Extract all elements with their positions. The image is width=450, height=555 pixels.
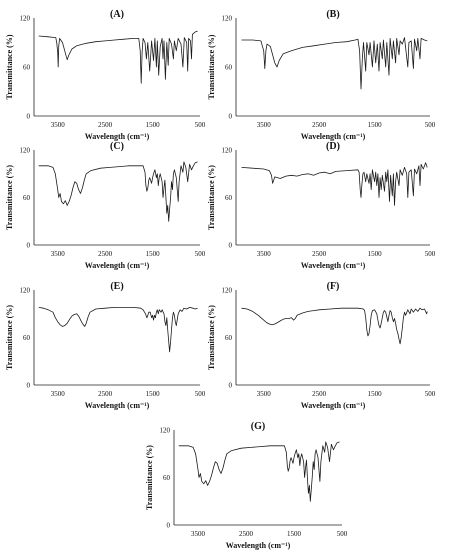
- y-tick-label: 120: [20, 287, 31, 295]
- spectrum-line: [241, 162, 428, 206]
- panel-label: (F): [327, 281, 340, 292]
- spectrum-line: [241, 37, 428, 90]
- panel-g: 0 60 120 3500 2500 1500 500 Wavelength (cm⁻¹) Tr…: [145, 421, 348, 550]
- x-tick-label: 2500: [312, 250, 327, 258]
- y-tick-label: 120: [20, 15, 31, 23]
- x-tick-label: 500: [337, 530, 348, 538]
- x-axis-title: Wavelength (cm⁻¹): [301, 401, 366, 410]
- panel-label: (B): [326, 9, 339, 20]
- x-tick-label: 1500: [146, 121, 161, 129]
- x-tick-label: 1500: [287, 530, 302, 538]
- x-tick-label: 2500: [312, 121, 327, 129]
- panel-c: 0 60 120 3500 2500 1500 500 Wavelength (cm⁻¹) Tr…: [5, 141, 206, 270]
- y-axis-title: Transmittance (%): [5, 165, 14, 230]
- y-axis-title: Transmittance (%): [207, 305, 216, 370]
- x-axis-title: Wavelength (cm⁻¹): [301, 132, 366, 141]
- y-tick-label: 0: [229, 242, 233, 250]
- y-tick-label: 0: [27, 382, 31, 390]
- y-tick-label: 60: [23, 334, 31, 342]
- y-tick-label: 0: [27, 113, 31, 121]
- x-axis-title: Wavelength (cm⁻¹): [85, 261, 150, 270]
- y-tick-label: 60: [23, 194, 31, 202]
- y-tick-label: 60: [225, 64, 233, 72]
- x-tick-label: 500: [195, 121, 206, 129]
- y-tick-label: 0: [229, 382, 233, 390]
- panel-label: (A): [110, 9, 124, 20]
- x-tick-label: 1500: [146, 390, 161, 398]
- panel-e: 0 60 120 3500 2500 1500 500 Wavelength (cm⁻¹) Tr…: [5, 281, 206, 410]
- x-tick-label: 3500: [257, 121, 272, 129]
- x-tick-label: 2500: [312, 390, 327, 398]
- panel-label: (E): [110, 281, 123, 292]
- y-axis-title: Transmittance (%): [5, 305, 14, 370]
- x-tick-label: 2500: [98, 121, 113, 129]
- panel-a: 0 60 120 3500 2500 1500 500 Wavelength (cm⁻¹) Tr…: [5, 9, 206, 141]
- x-tick-label: 2500: [98, 390, 113, 398]
- x-tick-label: 500: [425, 390, 436, 398]
- y-tick-label: 0: [27, 242, 31, 250]
- spectrum-line: [38, 30, 198, 84]
- x-axis-title: Wavelength (cm⁻¹): [85, 132, 150, 141]
- y-tick-label: 60: [23, 64, 31, 72]
- y-tick-label: 120: [222, 287, 233, 295]
- x-axis-title: Wavelength (cm⁻¹): [85, 401, 150, 410]
- x-tick-label: 1500: [146, 250, 161, 258]
- x-tick-label: 2500: [98, 250, 113, 258]
- x-tick-label: 500: [425, 250, 436, 258]
- x-tick-label: 3500: [51, 390, 66, 398]
- panel-label: (D): [326, 141, 340, 152]
- spectrum-line: [38, 307, 198, 353]
- spectrum-line: [38, 161, 198, 222]
- x-tick-label: 3500: [51, 121, 66, 129]
- y-tick-label: 120: [222, 15, 233, 23]
- y-tick-label: 120: [160, 427, 171, 435]
- x-tick-label: 1500: [368, 250, 383, 258]
- y-axis-title: Transmittance (%): [5, 34, 14, 99]
- panel-f: 0 60 120 3500 2500 1500 500 Wavelength (cm⁻¹) Tr…: [207, 281, 436, 410]
- x-tick-label: 500: [195, 390, 206, 398]
- x-tick-label: 3500: [191, 530, 206, 538]
- x-tick-label: 3500: [257, 390, 272, 398]
- spectrum-line: [178, 441, 340, 502]
- y-tick-label: 60: [225, 194, 233, 202]
- y-axis-title: Transmittance (%): [207, 165, 216, 230]
- panel-label: (G): [251, 421, 265, 432]
- y-tick-label: 60: [225, 334, 233, 342]
- panel-d: 0 60 120 3500 2500 1500 500 Wavelength (cm⁻¹) Tr…: [207, 141, 436, 270]
- spectrum-line: [241, 307, 428, 345]
- x-tick-label: 500: [195, 250, 206, 258]
- y-axis-title: Transmittance (%): [145, 445, 154, 510]
- x-tick-label: 3500: [51, 250, 66, 258]
- panel-b: 0 60 120 3500 2500 1500 500 Wavelength (cm⁻¹) Tr…: [207, 9, 436, 141]
- x-tick-label: 1500: [368, 121, 383, 129]
- panel-label: (C): [110, 141, 124, 152]
- x-tick-label: 500: [425, 121, 436, 129]
- x-axis-title: Wavelength (cm⁻¹): [301, 261, 366, 270]
- y-tick-label: 60: [163, 474, 171, 482]
- y-tick-label: 0: [167, 522, 171, 530]
- y-tick-label: 120: [20, 147, 31, 155]
- x-axis-title: Wavelength (cm⁻¹): [226, 541, 291, 550]
- x-tick-label: 1500: [368, 390, 383, 398]
- x-tick-label: 2500: [239, 530, 254, 538]
- x-tick-label: 3500: [257, 250, 272, 258]
- y-tick-label: 0: [229, 113, 233, 121]
- y-axis-title: Transmittance (%): [207, 34, 216, 99]
- y-tick-label: 120: [222, 147, 233, 155]
